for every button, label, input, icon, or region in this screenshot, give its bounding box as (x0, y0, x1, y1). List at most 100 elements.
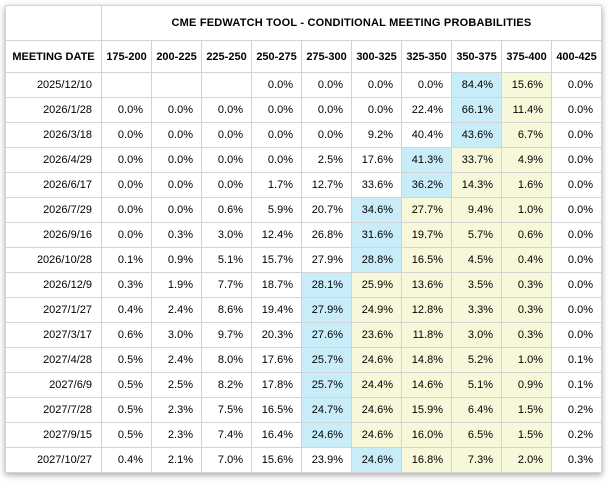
probability-cell: 27.9% (301, 247, 352, 273)
probability-cell: 23.6% (351, 322, 402, 348)
table-row: 2026/1/28 0.0% 0.0% 0.0% 0.0% 0.0% 0.0% 22.4% 66… (5, 97, 602, 123)
probability-cell: 31.6% (351, 222, 402, 248)
table-row: 2027/6/9 0.5% 2.5% 8.2% 17.8% 25.7% 24.4% 14.6%… (5, 372, 602, 398)
probability-cell: 0.0% (551, 272, 602, 298)
probability-cell: 1.9% (151, 272, 202, 298)
table-row: 2026/10/28 0.1% 0.9% 5.1% 15.7% 27.9% 28.8% 16.… (5, 247, 602, 273)
probability-cell: 0.5% (101, 347, 152, 373)
probability-cell: 15.6% (501, 72, 552, 98)
probability-cell: 0.3% (501, 322, 552, 348)
probability-cell: 1.6% (501, 172, 552, 198)
probability-cell: 5.9% (251, 197, 302, 223)
probability-cell: 16.0% (401, 422, 452, 448)
probability-cell: 34.6% (351, 197, 402, 223)
probability-cell: 12.7% (301, 172, 352, 198)
probability-cell: 17.6% (251, 347, 302, 373)
rate-bin-header: 400-425 (551, 40, 602, 73)
probability-cell: 7.7% (201, 272, 252, 298)
probability-cell: 24.4% (351, 372, 402, 398)
probability-cell (151, 72, 202, 98)
meeting-date-header: MEETING DATE (5, 40, 102, 73)
probability-cell: 1.0% (501, 347, 552, 373)
rate-bin-header: 250-275 (251, 40, 302, 73)
probability-cell: 0.6% (101, 322, 152, 348)
probability-cell: 20.7% (301, 197, 352, 223)
meeting-date-cell: 2027/6/9 (5, 372, 102, 398)
probability-cell: 0.1% (551, 372, 602, 398)
probability-cell: 5.2% (451, 347, 502, 373)
probability-cell: 0.0% (551, 122, 602, 148)
probability-cell: 0.0% (251, 97, 302, 123)
probability-cell: 0.0% (351, 97, 402, 123)
probability-cell: 3.5% (451, 272, 502, 298)
meeting-date-cell: 2026/12/9 (5, 272, 102, 298)
probability-cell: 0.5% (101, 422, 152, 448)
probability-cell: 8.2% (201, 372, 252, 398)
table-body: 2025/12/10 0.0% 0.0% 0.0% 0.0% 84.4% 15.6% 0.0%… (5, 72, 602, 473)
probability-cell: 0.0% (301, 72, 352, 98)
meeting-date-cell: 2026/1/28 (5, 97, 102, 123)
table-row: 2025/12/10 0.0% 0.0% 0.0% 0.0% 84.4% 15.6% 0.0% (5, 72, 602, 98)
title-row: CME FEDWATCH TOOL - CONDITIONAL MEETING … (5, 5, 602, 41)
probability-cell: 1.5% (501, 397, 552, 423)
probability-cell: 9.7% (201, 322, 252, 348)
probability-cell: 2.0% (501, 447, 552, 473)
probability-cell: 3.0% (151, 322, 202, 348)
meeting-date-cell: 2026/3/18 (5, 122, 102, 148)
probability-cell: 0.4% (101, 447, 152, 473)
probability-cell: 0.0% (101, 122, 152, 148)
rate-bin-header: 300-325 (351, 40, 402, 73)
rate-bin-header: 350-375 (451, 40, 502, 73)
probability-cell: 11.8% (401, 322, 452, 348)
probability-cell: 5.1% (451, 372, 502, 398)
column-header-row: MEETING DATE 175-200 200-225 225-250 250-27… (5, 40, 602, 73)
probability-cell: 12.8% (401, 297, 452, 323)
probability-cell: 0.0% (251, 122, 302, 148)
meeting-date-cell: 2026/4/29 (5, 147, 102, 173)
probability-cell: 24.6% (351, 447, 402, 473)
probability-cell: 9.2% (351, 122, 402, 148)
table-row: 2027/3/17 0.6% 3.0% 9.7% 20.3% 27.6% 23.6% 11.8… (5, 322, 602, 348)
probability-cell: 0.0% (201, 122, 252, 148)
probability-cell: 0.1% (551, 347, 602, 373)
meeting-date-cell: 2027/10/27 (5, 447, 102, 473)
rate-bin-header: 175-200 (101, 40, 152, 73)
probability-cell: 6.5% (451, 422, 502, 448)
rate-bin-header: 325-350 (401, 40, 452, 73)
probability-cell: 0.0% (201, 147, 252, 173)
probability-cell: 24.6% (351, 422, 402, 448)
table-row: 2026/6/17 0.0% 0.0% 0.0% 1.7% 12.7% 33.6% 36.2%… (5, 172, 602, 198)
probability-cell: 11.4% (501, 97, 552, 123)
probability-cell: 2.3% (151, 422, 202, 448)
probability-cell: 0.0% (551, 222, 602, 248)
probability-cell: 0.0% (101, 222, 152, 248)
probability-cell: 0.2% (551, 397, 602, 423)
probability-cell: 33.6% (351, 172, 402, 198)
probability-cell: 0.5% (101, 372, 152, 398)
probability-cell: 19.4% (251, 297, 302, 323)
probability-cell: 9.4% (451, 197, 502, 223)
table-row: 2027/9/15 0.5% 2.3% 7.4% 16.4% 24.6% 24.6% 16.0… (5, 422, 602, 448)
probability-cell: 41.3% (401, 147, 452, 173)
table-row: 2026/4/29 0.0% 0.0% 0.0% 0.0% 2.5% 17.6% 41.3% 3… (5, 147, 602, 173)
probability-cell: 0.0% (551, 172, 602, 198)
rate-bin-header: 275-300 (301, 40, 352, 73)
probability-cell: 3.0% (451, 322, 502, 348)
probability-cell: 0.0% (351, 72, 402, 98)
meeting-date-cell: 2026/10/28 (5, 247, 102, 273)
probability-cell (201, 72, 252, 98)
probability-cell: 0.0% (301, 97, 352, 123)
probability-cell: 0.0% (301, 122, 352, 148)
probability-cell: 0.0% (101, 197, 152, 223)
probability-cell: 25.9% (351, 272, 402, 298)
probability-cell: 43.6% (451, 122, 502, 148)
probability-cell: 0.0% (551, 72, 602, 98)
probability-cell: 4.9% (501, 147, 552, 173)
probability-cell: 13.6% (401, 272, 452, 298)
probability-cell: 16.5% (401, 247, 452, 273)
probability-cell: 2.4% (151, 347, 202, 373)
probability-cell: 15.7% (251, 247, 302, 273)
probability-cell: 0.9% (151, 247, 202, 273)
table-row: 2026/3/18 0.0% 0.0% 0.0% 0.0% 0.0% 9.2% 40.4% 43… (5, 122, 602, 148)
